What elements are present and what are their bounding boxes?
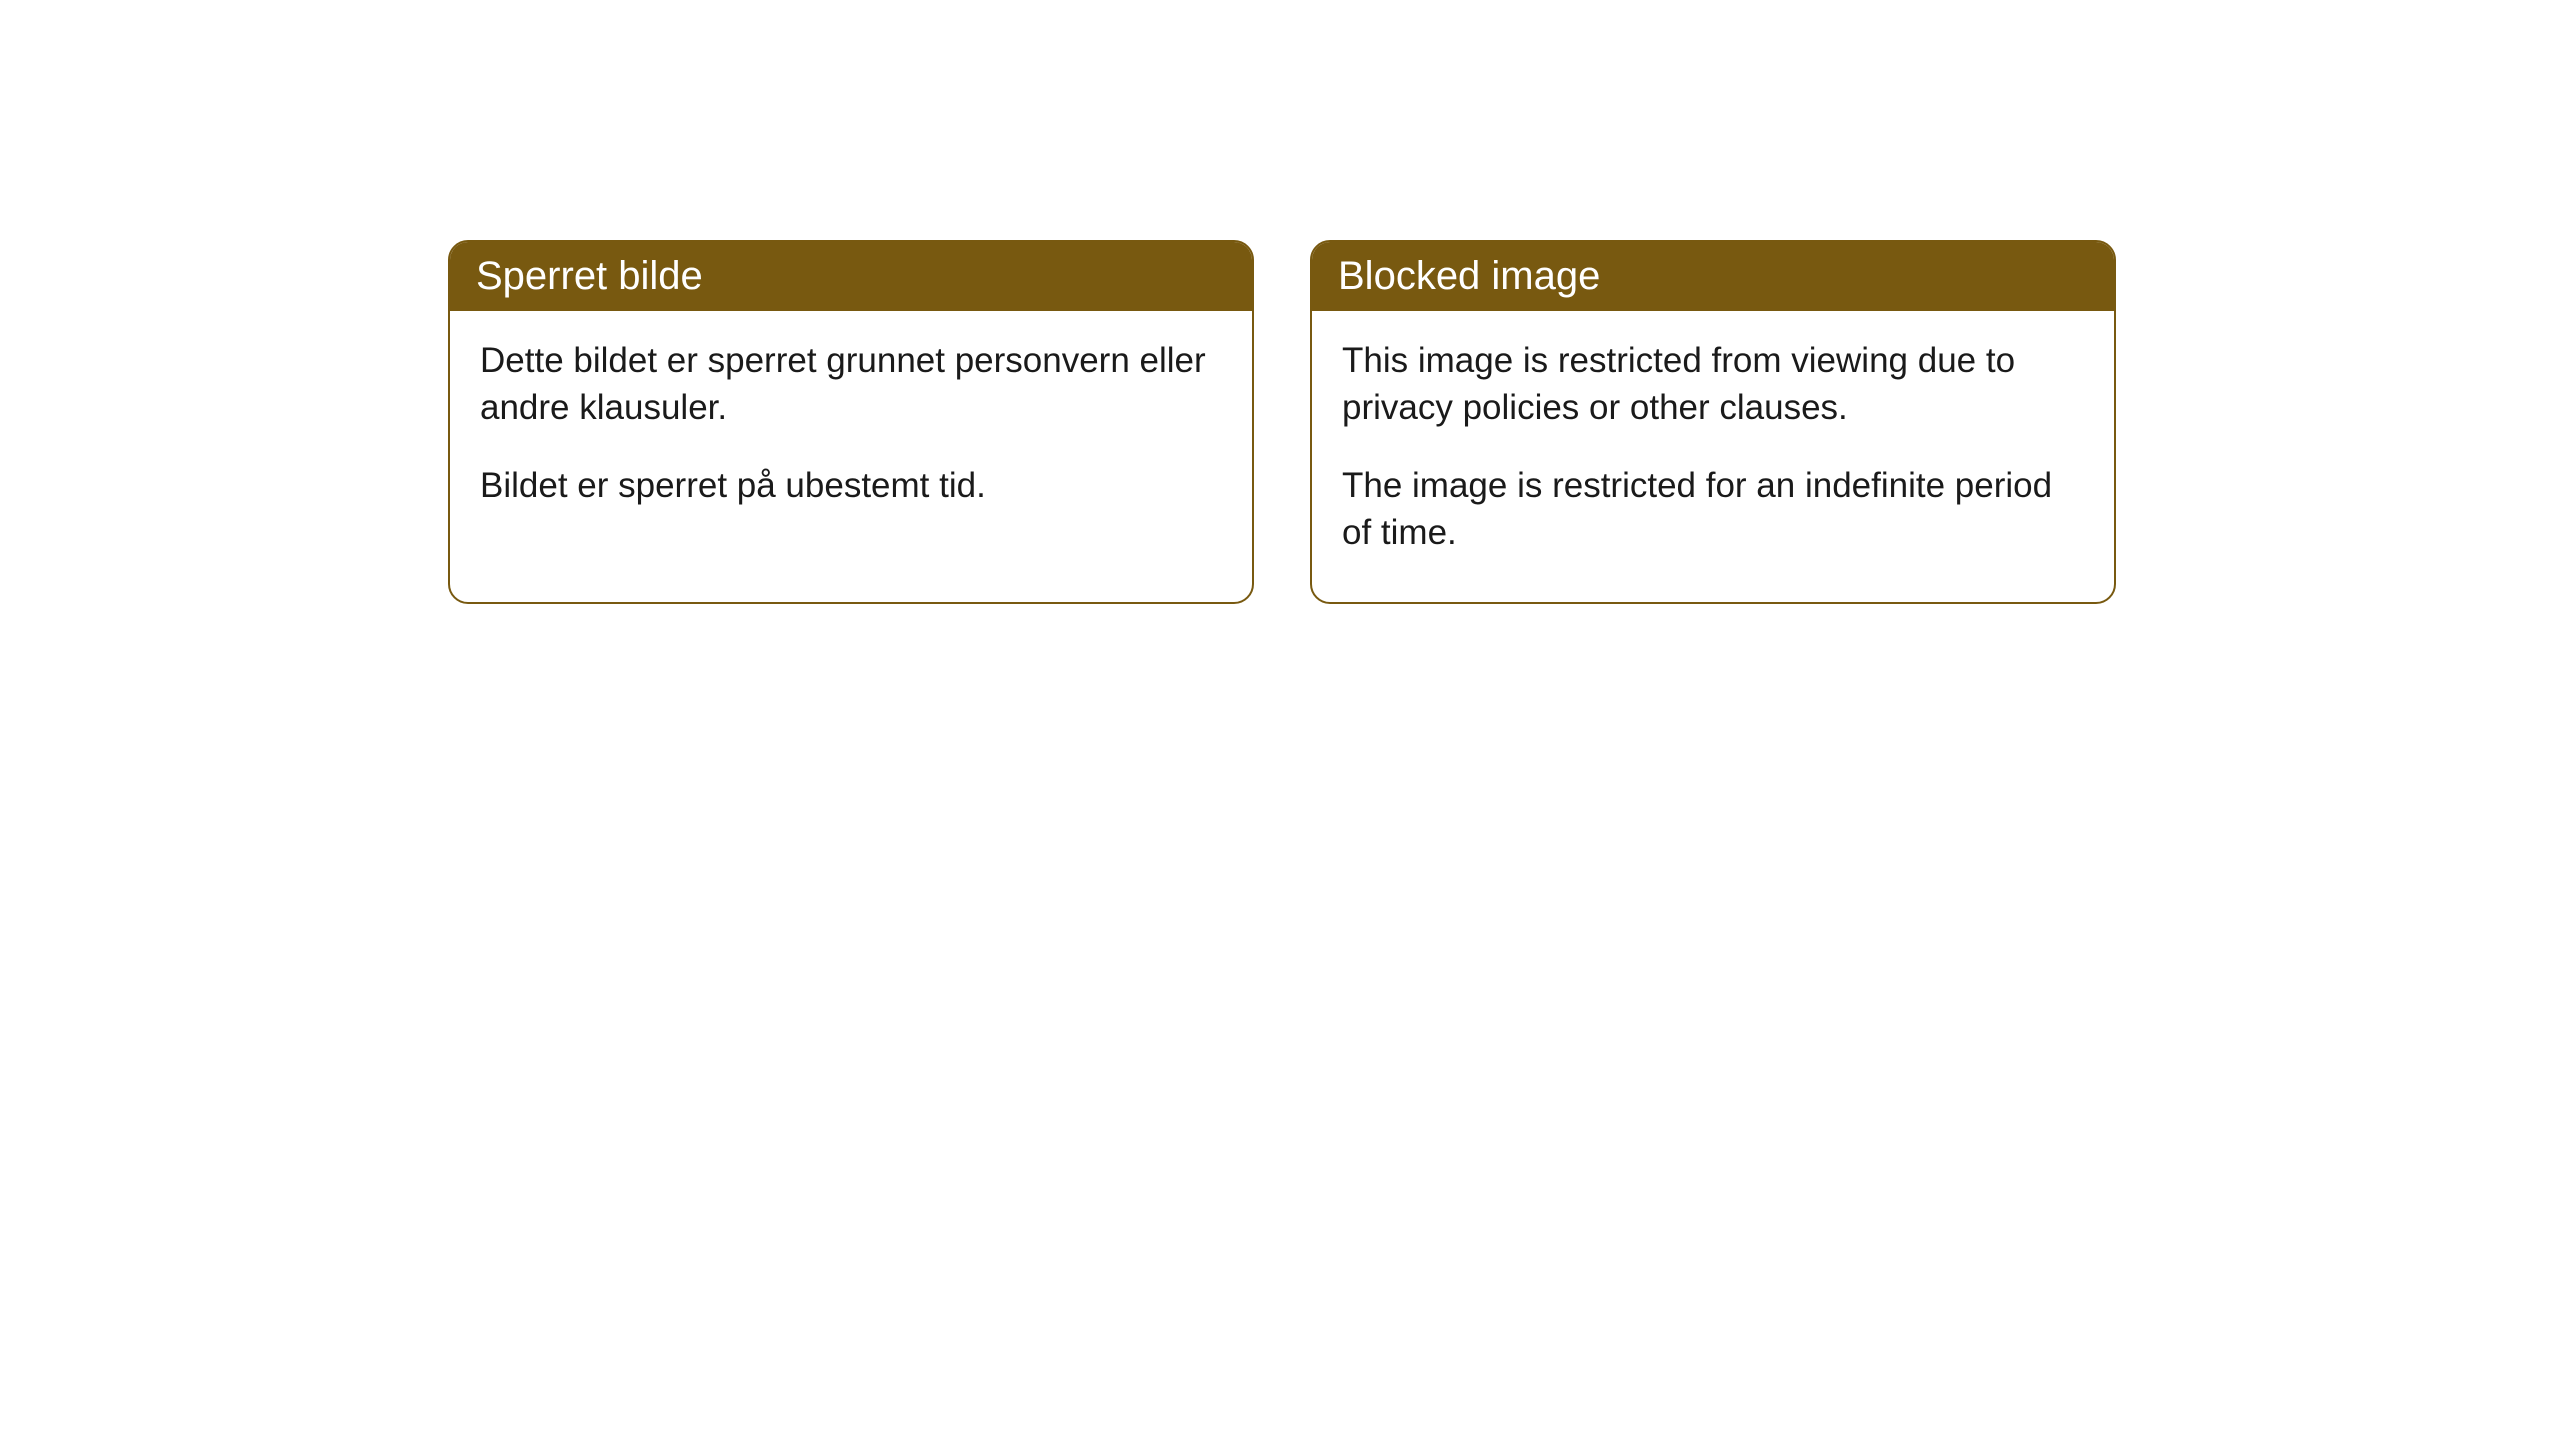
notice-card-norwegian: Sperret bilde Dette bildet er sperret gr… — [448, 240, 1254, 604]
card-paragraph: Bildet er sperret på ubestemt tid. — [480, 462, 1222, 509]
card-title: Sperret bilde — [476, 254, 703, 298]
card-paragraph: Dette bildet er sperret grunnet personve… — [480, 337, 1222, 432]
card-header: Blocked image — [1312, 242, 2114, 311]
notice-cards-container: Sperret bilde Dette bildet er sperret gr… — [0, 0, 2560, 604]
card-header: Sperret bilde — [450, 242, 1252, 311]
notice-card-english: Blocked image This image is restricted f… — [1310, 240, 2116, 604]
card-title: Blocked image — [1338, 254, 1600, 298]
card-body: This image is restricted from viewing du… — [1312, 311, 2114, 602]
card-body: Dette bildet er sperret grunnet personve… — [450, 311, 1252, 555]
card-paragraph: This image is restricted from viewing du… — [1342, 337, 2084, 432]
card-paragraph: The image is restricted for an indefinit… — [1342, 462, 2084, 557]
